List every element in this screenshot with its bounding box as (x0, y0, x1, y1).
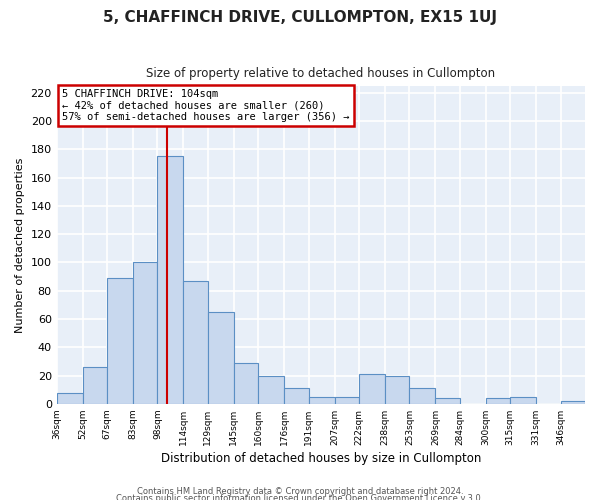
Bar (208, 312, 234, 404)
Bar (409, 388, 436, 404)
Bar (56, 392, 83, 404)
Bar (335, 397, 359, 404)
Text: 5 CHAFFINCH DRIVE: 104sqm
← 42% of detached houses are smaller (260)
57% of semi: 5 CHAFFINCH DRIVE: 104sqm ← 42% of detac… (62, 89, 349, 122)
Bar (486, 398, 510, 404)
Bar (184, 281, 208, 404)
Text: Contains HM Land Registry data © Crown copyright and database right 2024.: Contains HM Land Registry data © Crown c… (137, 487, 463, 496)
Y-axis label: Number of detached properties: Number of detached properties (15, 157, 25, 332)
Bar (258, 376, 284, 404)
Bar (107, 278, 133, 404)
Bar (436, 398, 460, 404)
Bar (510, 397, 536, 404)
Bar (385, 376, 409, 404)
Bar (157, 156, 184, 404)
Bar (308, 397, 335, 404)
Bar (83, 367, 107, 404)
Bar (359, 374, 385, 404)
Bar (284, 388, 308, 404)
Title: Size of property relative to detached houses in Cullompton: Size of property relative to detached ho… (146, 68, 496, 80)
Bar (560, 401, 585, 404)
Bar (133, 262, 157, 404)
Text: 5, CHAFFINCH DRIVE, CULLOMPTON, EX15 1UJ: 5, CHAFFINCH DRIVE, CULLOMPTON, EX15 1UJ (103, 10, 497, 25)
Bar (234, 363, 258, 404)
Text: Contains public sector information licensed under the Open Government Licence v.: Contains public sector information licen… (116, 494, 484, 500)
X-axis label: Distribution of detached houses by size in Cullompton: Distribution of detached houses by size … (161, 452, 481, 465)
